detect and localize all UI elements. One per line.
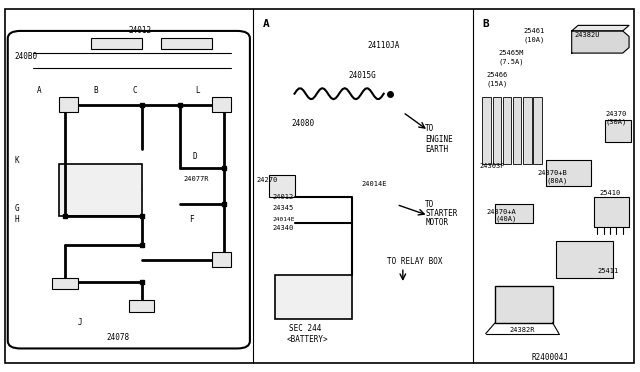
Text: A: A (262, 19, 269, 29)
Bar (546, 160, 591, 186)
Text: TO RELAY BOX: TO RELAY BOX (387, 257, 442, 266)
Text: D: D (193, 152, 197, 161)
Text: 25466: 25466 (487, 72, 508, 78)
Bar (605, 119, 631, 142)
Bar (594, 197, 629, 227)
Text: (7.5A): (7.5A) (499, 58, 524, 65)
Text: B: B (483, 19, 489, 29)
Text: 24303P: 24303P (479, 163, 505, 169)
Text: 24080: 24080 (291, 119, 314, 128)
Text: TO: TO (425, 124, 435, 133)
Text: 24370: 24370 (605, 111, 627, 117)
Text: 24370+A: 24370+A (487, 209, 516, 215)
Text: 24270: 24270 (256, 177, 278, 183)
Bar (212, 97, 231, 112)
Text: EARTH: EARTH (425, 145, 448, 154)
Text: (80A): (80A) (546, 178, 568, 185)
Bar (59, 97, 78, 112)
Text: (40A): (40A) (495, 216, 516, 222)
Text: K: K (14, 155, 19, 165)
Bar (503, 97, 511, 164)
Text: (15A): (15A) (487, 80, 508, 87)
Text: L: L (196, 86, 200, 94)
Text: H: H (14, 215, 19, 224)
Text: B: B (94, 86, 99, 94)
Text: C: C (132, 86, 137, 94)
Bar (556, 241, 613, 278)
Text: 24014E: 24014E (362, 181, 387, 187)
Text: <BATTERY>: <BATTERY> (287, 335, 328, 344)
Bar (129, 301, 154, 311)
Bar (212, 253, 231, 267)
Bar (495, 205, 534, 223)
Text: 24340: 24340 (272, 225, 294, 231)
Text: 24345: 24345 (272, 205, 294, 211)
Text: A: A (36, 86, 41, 94)
Text: 24078: 24078 (106, 333, 130, 342)
Text: 24014E: 24014E (272, 217, 294, 222)
Text: ENGINE: ENGINE (425, 135, 453, 144)
Text: 24012: 24012 (129, 26, 152, 35)
Text: 25465M: 25465M (499, 50, 524, 56)
Text: TO: TO (425, 200, 435, 209)
Text: F: F (189, 215, 194, 224)
Bar (534, 97, 541, 164)
Text: MOTOR: MOTOR (425, 218, 448, 227)
Bar (161, 38, 212, 49)
Polygon shape (572, 31, 629, 53)
Text: 24370+B: 24370+B (538, 170, 568, 176)
Bar (91, 38, 141, 49)
Bar (275, 275, 352, 319)
Text: 25461: 25461 (524, 28, 545, 34)
Text: R240004J: R240004J (531, 353, 568, 362)
Bar (495, 286, 552, 323)
Bar (52, 278, 78, 289)
Bar (483, 97, 491, 164)
Text: 25410: 25410 (599, 190, 620, 196)
Text: STARTER: STARTER (425, 209, 458, 218)
Text: SEC 244: SEC 244 (289, 324, 322, 333)
Bar (493, 97, 501, 164)
Text: 240B0: 240B0 (14, 52, 37, 61)
Text: (10A): (10A) (524, 37, 545, 44)
Text: 24015G: 24015G (349, 71, 376, 80)
Text: 24077R: 24077R (183, 176, 209, 182)
Text: 25411: 25411 (597, 268, 618, 274)
Text: 24012: 24012 (272, 194, 294, 200)
Text: G: G (14, 203, 19, 213)
Bar (524, 97, 532, 164)
Polygon shape (572, 25, 629, 31)
Text: 24382U: 24382U (575, 32, 600, 38)
Text: 24382R: 24382R (510, 327, 536, 333)
Bar (269, 175, 294, 197)
Text: 24110JA: 24110JA (368, 41, 400, 50)
Bar (513, 97, 522, 164)
Text: J: J (78, 318, 83, 327)
Text: (30A): (30A) (605, 119, 627, 125)
Bar (59, 164, 141, 215)
